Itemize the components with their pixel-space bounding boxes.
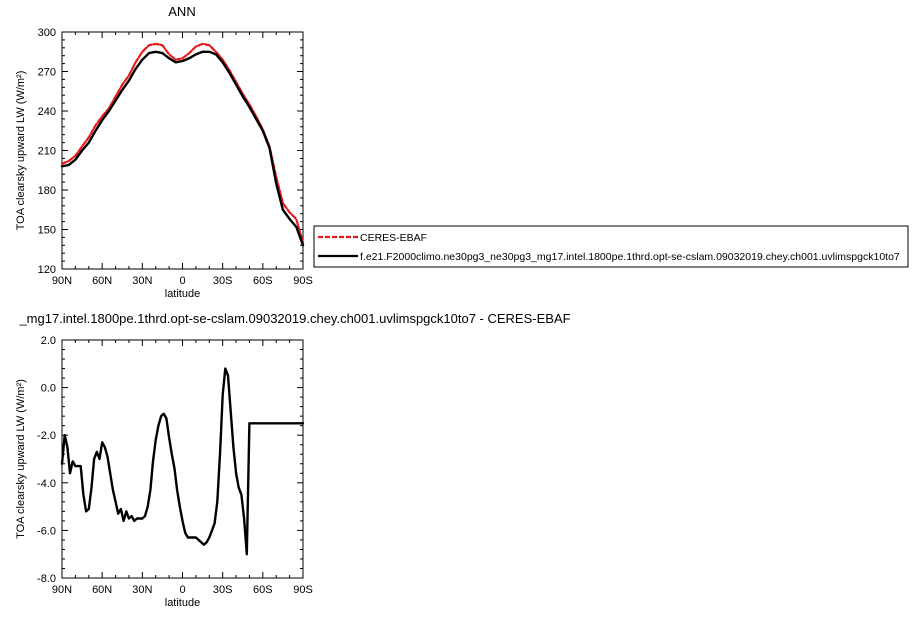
chart0-xtick-label: 90N bbox=[52, 275, 72, 287]
legend-box bbox=[313, 225, 909, 268]
chart1-title: _mg17.intel.1800pe.1thrd.opt-se-cslam.09… bbox=[18, 311, 570, 326]
chart0-ytick-label: 150 bbox=[38, 225, 56, 237]
legend-label-1: f.e21.F2000climo.ne30pg3_ne30pg3_mg17.in… bbox=[360, 251, 900, 263]
chart0-xtick-label: 0 bbox=[179, 275, 185, 287]
legend-label-0: CERES-EBAF bbox=[360, 232, 427, 244]
chart1-xtick-label: 90N bbox=[52, 584, 72, 596]
chart0-series-1-line bbox=[60, 50, 305, 247]
chart1-xaxis-title: latitude bbox=[165, 597, 200, 609]
chart1-ytick-label: -2.0 bbox=[37, 430, 56, 442]
chart1-series-0-line bbox=[60, 367, 305, 556]
chart0-title: ANN bbox=[168, 4, 195, 19]
chart1-xtick-label: 60N bbox=[92, 584, 112, 596]
chart0-ytick-label: 180 bbox=[38, 185, 56, 197]
chart1-xtick-label: 0 bbox=[179, 584, 185, 596]
chart0-ytick-label: 240 bbox=[38, 106, 56, 118]
chart0-ytick-label: 210 bbox=[38, 146, 56, 158]
chart0-yaxis-title: TOA clearsky upward LW (W/m²) bbox=[15, 71, 27, 231]
chart0-xtick-label: 90S bbox=[293, 275, 313, 287]
chart1-xtick-label: 30S bbox=[213, 584, 233, 596]
chart0-ytick-label: 270 bbox=[38, 67, 56, 79]
chart1-xtick-label: 30N bbox=[132, 584, 152, 596]
chart0-xtick-label: 60S bbox=[253, 275, 273, 287]
chart1-ytick-label: 0.0 bbox=[41, 383, 56, 395]
chart0-xaxis-title: latitude bbox=[165, 288, 200, 300]
chart0-plot-frame bbox=[61, 31, 304, 270]
chart1-plot-frame bbox=[61, 339, 304, 579]
chart0-xtick-label: 30S bbox=[213, 275, 233, 287]
chart1-ytick-label: -8.0 bbox=[37, 573, 56, 585]
chart0-xtick-label: 30N bbox=[132, 275, 152, 287]
chart1-yaxis-title: TOA clearsky upward LW (W/m²) bbox=[15, 379, 27, 539]
chart1-xtick-label: 90S bbox=[293, 584, 313, 596]
chart0-ytick-label: 300 bbox=[38, 27, 56, 39]
chart0-ytick-label: 120 bbox=[38, 264, 56, 276]
chart0-xtick-label: 60N bbox=[92, 275, 112, 287]
chart1-ytick-label: -4.0 bbox=[37, 478, 56, 490]
chart1-xtick-label: 60S bbox=[253, 584, 273, 596]
chart1-ytick-label: -6.0 bbox=[37, 525, 56, 537]
chart1-ytick-label: 2.0 bbox=[41, 335, 56, 347]
